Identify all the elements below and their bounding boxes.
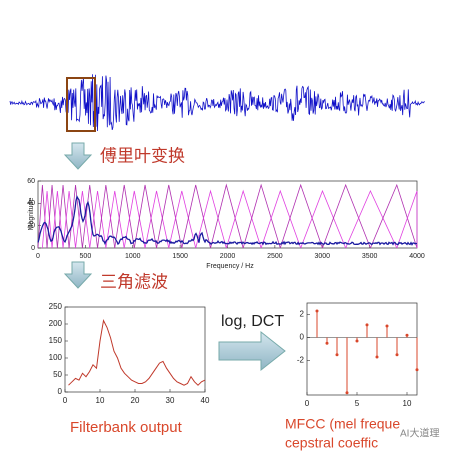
stem-head [365, 323, 369, 327]
mel-filter [97, 184, 116, 249]
mel-filter [41, 190, 53, 249]
y-tick-label: 100 [49, 353, 63, 362]
stem-head [395, 353, 399, 357]
mel-filter [105, 190, 125, 249]
x-tick-label: 30 [166, 396, 175, 405]
mel-filter [370, 183, 418, 249]
caption: cepstral coeffic [285, 435, 378, 451]
x-tick-label: 2000 [220, 253, 236, 260]
window-box [66, 77, 96, 132]
stem-head [405, 333, 409, 337]
watermark: AI大道理 [400, 427, 439, 440]
step-label: 傅里叶变换 [100, 147, 185, 167]
mel-filter [195, 189, 227, 249]
mel-filter [156, 184, 183, 249]
mel-filter [279, 183, 323, 249]
mel-filter [46, 184, 58, 249]
mel-filter [300, 189, 347, 249]
stem-head [315, 309, 319, 313]
x-tick-label: 1500 [172, 253, 188, 260]
right-arrow [218, 330, 286, 372]
mel-filter [210, 183, 244, 249]
stem-head [415, 368, 419, 372]
spectrum-trace [37, 194, 417, 246]
down-arrow [63, 142, 93, 170]
mel-filter [133, 184, 157, 249]
x-axis-label: Frequency / Hz [206, 263, 254, 270]
x-tick-label: 1000 [125, 253, 141, 260]
stem-head [385, 324, 389, 328]
mel-filter [225, 189, 262, 249]
caption: MFCC (mel freque [285, 416, 400, 432]
y-tick-label: 40 [27, 200, 35, 207]
mel-filter [144, 190, 170, 249]
x-tick-label: 0 [36, 253, 40, 260]
y-tick-label: -2 [297, 356, 305, 365]
y-tick-label: 250 [49, 302, 63, 311]
x-tick-label: 500 [80, 253, 92, 260]
caption: Filterbank output [70, 419, 183, 436]
waveform [9, 74, 425, 132]
y-tick-label: 0 [300, 333, 305, 342]
y-tick-label: 200 [49, 319, 63, 328]
mel-filter [260, 189, 302, 249]
y-tick-label: 20 [27, 223, 35, 230]
x-tick-label: 3500 [362, 253, 378, 260]
y-tick-label: 60 [27, 178, 35, 185]
mel-filter [89, 190, 107, 249]
plot-frame [64, 306, 206, 393]
x-tick-label: 10 [96, 396, 105, 405]
y-tick-label: 50 [53, 370, 62, 379]
y-axis-label: Magnitude [28, 198, 35, 231]
mel-filter [75, 190, 91, 249]
mel-filter [181, 184, 211, 249]
stem-head [375, 355, 379, 359]
mel-filter [322, 183, 371, 249]
stem-head [355, 339, 359, 343]
x-tick-label: 3000 [314, 253, 330, 260]
mel-filter [168, 190, 197, 249]
mel-filter [62, 190, 76, 249]
step-label: 三角滤波 [100, 273, 168, 293]
stem-head [345, 391, 349, 395]
mel-filter [345, 190, 398, 249]
y-tick-label: 150 [49, 336, 63, 345]
arrow-label: log, DCT [221, 313, 284, 330]
plot-frame [306, 302, 418, 396]
filterbank-line [68, 319, 206, 386]
mel-filter [242, 183, 281, 249]
y-tick-label: 0 [31, 245, 35, 252]
mel-filter [37, 184, 48, 249]
stem-head [325, 341, 329, 345]
down-arrow [63, 261, 93, 289]
mel-filter [123, 190, 146, 249]
x-tick-label: 4000 [409, 253, 425, 260]
mel-filter [68, 184, 83, 249]
mel-filter [396, 190, 418, 249]
x-tick-label: 2500 [267, 253, 283, 260]
y-tick-label: 0 [58, 387, 63, 396]
stem-head [335, 353, 339, 357]
y-tick-label: 2 [300, 310, 305, 319]
x-tick-label: 10 [403, 399, 412, 408]
x-tick-label: 0 [63, 396, 68, 405]
x-tick-label: 20 [131, 396, 140, 405]
x-tick-label: 5 [355, 399, 360, 408]
mel-filter [82, 184, 98, 249]
mel-filter [114, 184, 135, 249]
mel-filter [51, 190, 64, 249]
x-tick-label: 0 [305, 399, 310, 408]
waveform-trace [9, 74, 425, 132]
x-tick-label: 40 [201, 396, 210, 405]
